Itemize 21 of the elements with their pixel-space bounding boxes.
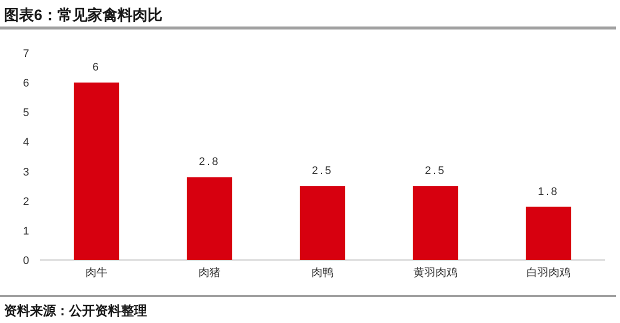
x-tick-label: 肉鸭 bbox=[312, 267, 334, 279]
y-tick-label: 6 bbox=[22, 78, 30, 90]
x-tick-label: 白羽肉鸡 bbox=[526, 267, 570, 279]
y-tick-label: 4 bbox=[22, 136, 30, 149]
y-tick-label: 0 bbox=[22, 255, 30, 267]
data-label: 1.8 bbox=[538, 186, 560, 198]
data-label: 2.5 bbox=[424, 165, 446, 178]
data-label: 2.5 bbox=[312, 165, 334, 178]
y-tick-label: 7 bbox=[22, 48, 30, 60]
annotation: 资料来源：公开资料整理 bbox=[4, 303, 147, 318]
plot: 0 1 2 3 4 5 6 7 6 2.8 2.5 2.5 1.8 肉牛 肉猪 肉鸭 黄羽肉鸡 白羽肉鸡 bbox=[22, 48, 606, 279]
x-tick-label: 黄羽肉鸡 bbox=[414, 266, 458, 279]
x-tick-label: 肉牛 bbox=[86, 266, 108, 279]
title: 图表6：常见家禽料肉比 bbox=[4, 7, 162, 24]
x-tick-label: 肉猪 bbox=[198, 266, 220, 279]
y-tick-label: 3 bbox=[22, 166, 30, 178]
y-tick-label: 1 bbox=[22, 225, 30, 238]
data-label: 6 bbox=[92, 62, 101, 74]
y-tick-label: 2 bbox=[22, 196, 30, 208]
data-label: 2.8 bbox=[198, 156, 220, 168]
y-tick-label: 5 bbox=[22, 107, 30, 120]
